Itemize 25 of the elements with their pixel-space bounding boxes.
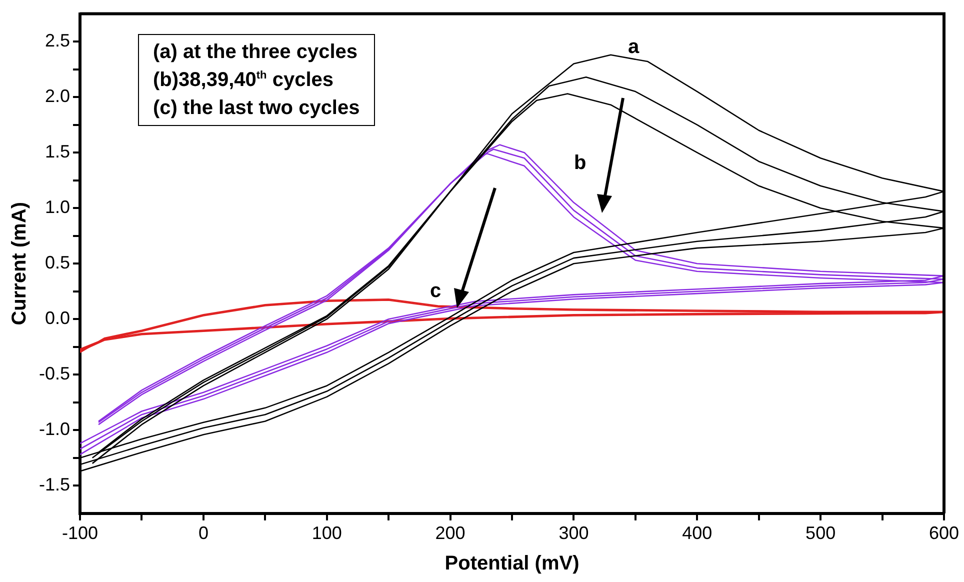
x-tick-label: 600: [928, 523, 960, 544]
x-tick-label: 300: [558, 523, 589, 544]
y-tick-label: 2.5: [44, 30, 70, 51]
x-tick-label: 500: [806, 523, 836, 544]
y-tick-label: 1.5: [44, 142, 70, 162]
annotation: (c) the last two cycles: [153, 96, 360, 121]
y-tick-label: -1.0: [38, 419, 70, 440]
y-axis-title: Current (mA): [8, 202, 31, 326]
x-axis-title: Potential (mV): [444, 552, 580, 575]
x-tick-label: 0: [198, 523, 208, 544]
annotation: b: [574, 152, 586, 175]
y-tick-label: -0.5: [38, 364, 70, 384]
x-tick-label: 400: [682, 523, 712, 544]
annotation: (a) at the three cycles: [153, 40, 359, 65]
y-tick-label: 1.0: [44, 197, 70, 218]
annotation: c: [430, 280, 442, 303]
x-tick-label: 200: [435, 523, 466, 544]
y-tick-label: -1.5: [38, 474, 70, 495]
y-tick-label: 0.0: [44, 308, 70, 328]
annotation: (b)38,39,40$^{th}$ cycles: [153, 68, 335, 93]
annotation: a: [628, 36, 640, 59]
x-tick-label: -100: [62, 523, 98, 544]
y-tick-label: 0.5: [44, 252, 70, 273]
y-tick-label: 2.0: [44, 86, 70, 106]
x-tick-label: 100: [312, 523, 342, 544]
